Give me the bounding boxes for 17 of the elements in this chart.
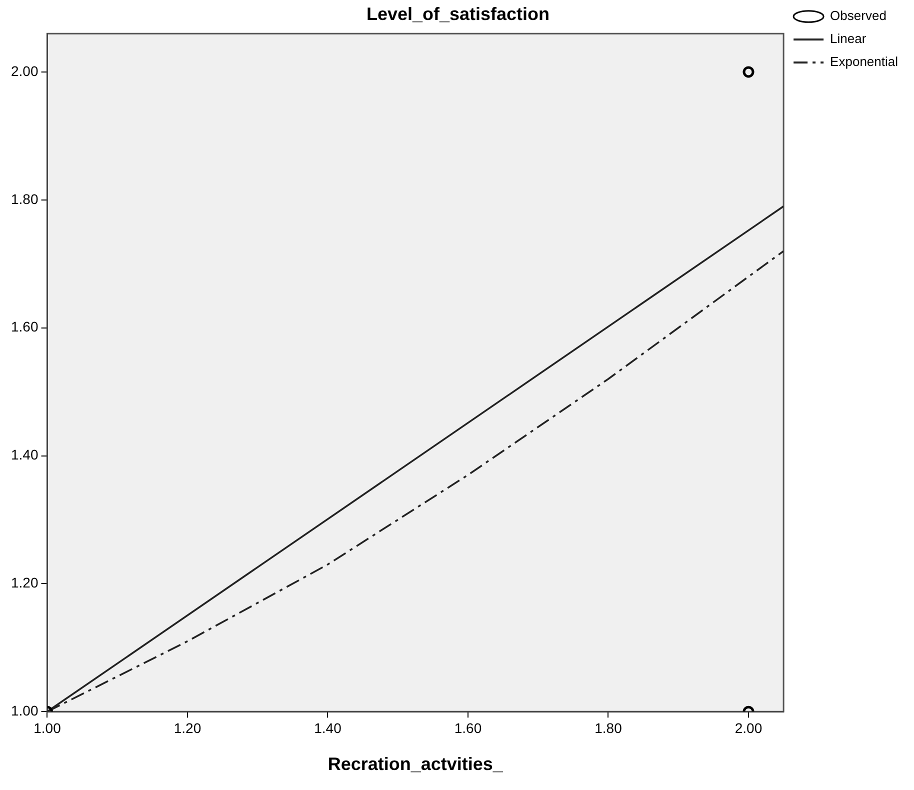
x-tick-label: 1.40 [314,720,342,736]
x-tick-label: 1.60 [454,720,482,736]
x-tick-label: 1.20 [174,720,202,736]
y-tick-label: 1.60 [11,318,38,335]
legend-label: Linear [830,31,867,46]
x-tick-label: 1.80 [594,720,622,736]
legend-label: Observed [830,8,886,24]
y-tick-label: 2.00 [11,62,38,79]
y-tick-label: 1.40 [11,446,38,463]
legend-label: Exponential [830,54,898,70]
chart-title: Level_of_satisfaction [366,4,550,24]
y-tick-label: 1.00 [11,702,38,718]
x-tick-label: 1.00 [34,720,62,736]
y-tick-label: 1.20 [11,574,38,591]
x-axis-title: Recration_actvities_ [328,754,504,774]
y-tick-label: 1.80 [11,190,38,207]
x-tick-label: 2.00 [734,720,762,736]
